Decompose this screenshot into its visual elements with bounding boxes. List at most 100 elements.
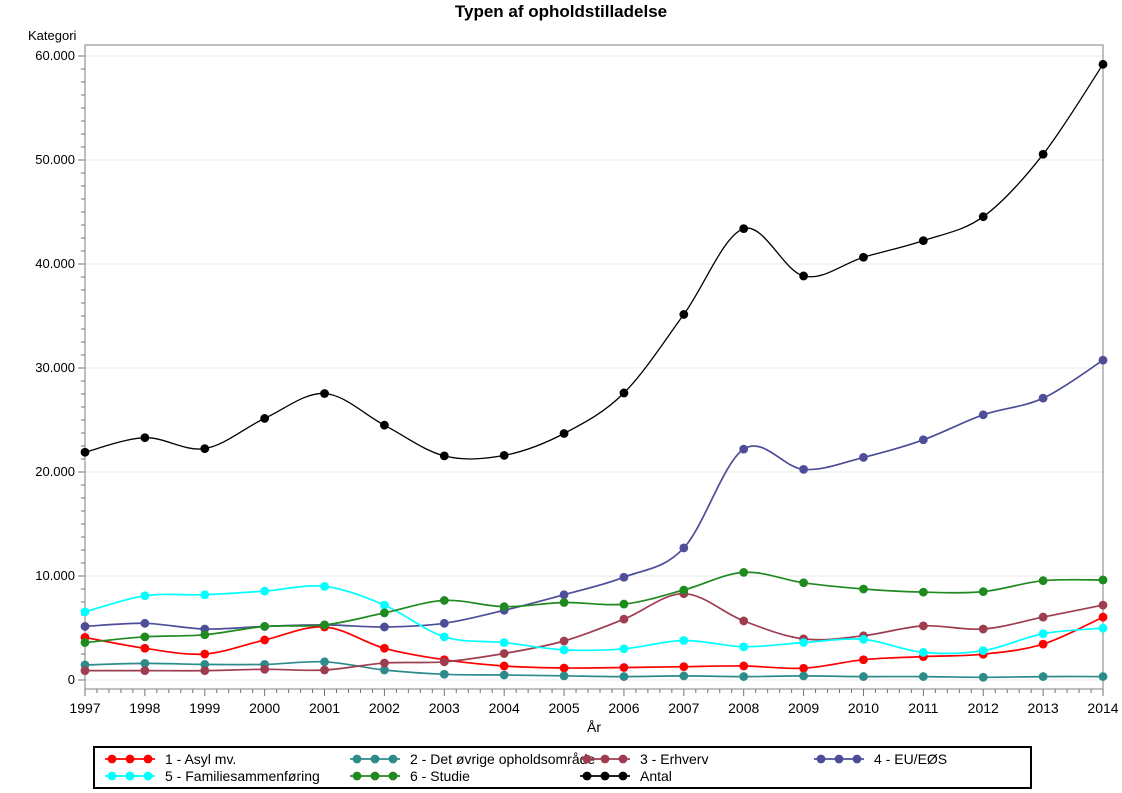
- data-point: [739, 616, 749, 626]
- data-point: [380, 643, 389, 653]
- legend-label: 2 - Det øvrige opholdsområde: [410, 751, 596, 767]
- data-point: [200, 660, 210, 669]
- data-point: [559, 663, 569, 673]
- data-point: [679, 671, 689, 681]
- x-tick-label: 2009: [788, 700, 819, 716]
- x-tick-label: 1998: [129, 700, 160, 716]
- series-1: [80, 612, 1108, 673]
- x-tick-label: 2012: [968, 700, 999, 716]
- legend-item-3: 3 - Erhverv: [580, 751, 709, 767]
- data-point: [559, 645, 569, 655]
- data-point: [739, 661, 749, 671]
- data-point: [1098, 672, 1108, 681]
- legend-item-1: 1 - Asyl mv.: [105, 751, 236, 767]
- data-point: [260, 635, 270, 645]
- data-point: [439, 657, 449, 667]
- data-point: [260, 664, 270, 674]
- data-point: [799, 671, 808, 681]
- data-point: [499, 450, 509, 460]
- data-point: [80, 638, 90, 647]
- data-point: [918, 648, 928, 657]
- series-7: [80, 59, 1108, 461]
- data-point: [978, 672, 988, 682]
- data-point: [380, 658, 389, 668]
- data-point: [439, 451, 449, 461]
- legend-label: Antal: [640, 768, 672, 784]
- plot-frame: [84, 44, 1104, 690]
- x-tick-label: 2007: [668, 700, 699, 716]
- data-point: [918, 587, 928, 597]
- data-point: [200, 444, 210, 453]
- data-point: [859, 672, 868, 681]
- data-point: [380, 608, 389, 618]
- y-axis: 0 10.000 20.000 30.000 40.000 50.000 60.000: [35, 48, 85, 687]
- data-point: [799, 271, 808, 281]
- x-tick-label: 2005: [548, 700, 579, 716]
- data-point: [1098, 59, 1108, 69]
- x-tick-label: 2008: [728, 700, 759, 716]
- data-point: [80, 607, 90, 617]
- data-point: [978, 212, 988, 222]
- legend-item-7: Antal: [580, 768, 672, 784]
- legend-marker: [105, 771, 155, 781]
- data-point: [80, 447, 90, 457]
- data-point: [439, 632, 449, 642]
- legend: 1 - Asyl mv. 2 - Det øvrige opholdsområde…: [93, 746, 1032, 789]
- data-point: [739, 444, 749, 454]
- data-point: [739, 224, 749, 234]
- legend-marker: [814, 754, 864, 764]
- data-point: [978, 624, 988, 634]
- legend-label: 3 - Erhverv: [640, 751, 709, 767]
- data-point: [320, 582, 329, 591]
- data-point: [619, 599, 629, 609]
- data-point: [380, 622, 389, 632]
- x-axis-title: År: [587, 719, 601, 735]
- data-point: [200, 630, 210, 640]
- data-point: [439, 618, 449, 628]
- data-point: [499, 602, 509, 612]
- data-point: [918, 435, 928, 445]
- data-point: [918, 236, 928, 246]
- data-point: [80, 622, 90, 631]
- data-point: [619, 388, 629, 398]
- data-point: [140, 618, 150, 628]
- data-point: [499, 638, 509, 647]
- data-point: [1038, 612, 1048, 622]
- x-tick-label: 2001: [309, 700, 340, 716]
- data-point: [859, 453, 868, 462]
- series-line: [84, 660, 1104, 679]
- y-tick-label: 50.000: [35, 152, 75, 167]
- data-point: [679, 585, 689, 595]
- series-3: [80, 589, 1108, 676]
- data-point: [619, 614, 629, 624]
- legend-label: 5 - Familiesammenføring: [165, 768, 320, 784]
- data-point: [739, 642, 749, 652]
- y-tick-label: 60.000: [35, 48, 75, 63]
- legend-marker: [105, 754, 155, 764]
- x-tick-label: 1999: [189, 700, 220, 716]
- data-point: [1098, 575, 1108, 585]
- data-point: [1038, 393, 1048, 403]
- data-point: [380, 600, 389, 610]
- x-tick-label: 2006: [608, 700, 639, 716]
- data-point: [559, 590, 569, 600]
- legend-marker: [580, 771, 630, 781]
- data-point: [499, 661, 509, 671]
- data-point: [1038, 149, 1048, 159]
- legend-item-2: 2 - Det øvrige opholdsområde: [350, 751, 596, 767]
- y-tick-label: 30.000: [35, 360, 75, 375]
- data-point: [739, 567, 749, 577]
- data-point: [559, 429, 569, 438]
- data-point: [559, 598, 569, 607]
- data-point: [799, 465, 808, 474]
- x-tick-label: 2004: [489, 700, 520, 716]
- data-point: [200, 666, 210, 676]
- legend-label: 6 - Studie: [410, 768, 470, 784]
- data-point: [1098, 623, 1108, 633]
- data-point: [978, 646, 988, 656]
- data-point: [1098, 612, 1108, 622]
- data-point: [140, 666, 150, 676]
- data-point: [619, 644, 629, 654]
